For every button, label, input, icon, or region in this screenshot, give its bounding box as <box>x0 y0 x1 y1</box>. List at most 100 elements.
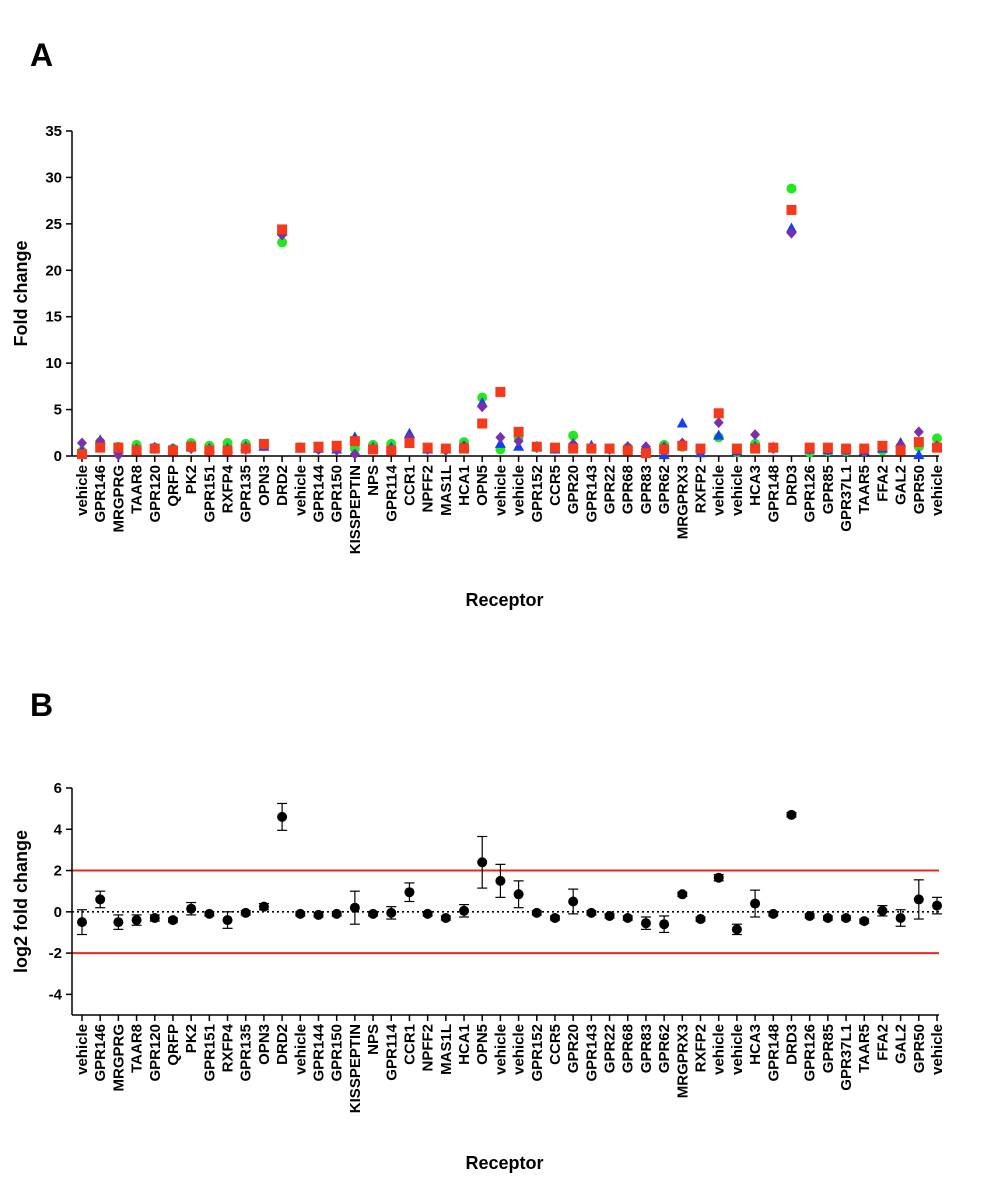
x-tick-label: OPN5 <box>474 1024 491 1065</box>
data-point <box>750 898 761 909</box>
data-point <box>622 445 633 456</box>
data-point <box>913 426 924 438</box>
x-tick-label: vehicle <box>511 465 528 516</box>
data-point <box>258 438 269 449</box>
data-point <box>277 811 288 822</box>
data-point <box>77 437 87 449</box>
data-point <box>422 442 433 453</box>
data-point <box>459 905 470 916</box>
x-tick-label: GPR85 <box>820 1024 837 1073</box>
data-point <box>422 908 433 919</box>
x-tick-label: NPS <box>365 465 382 496</box>
data-point <box>549 442 560 453</box>
data-point <box>768 908 779 919</box>
x-tick-label: GPR152 <box>529 465 546 523</box>
data-point <box>404 887 415 898</box>
data-point <box>404 438 415 448</box>
data-point <box>368 908 379 919</box>
data-point <box>222 915 233 926</box>
data-point <box>131 445 142 456</box>
x-tick-label: GPR143 <box>583 1024 600 1082</box>
data-point <box>677 889 688 900</box>
x-tick-label: GPR146 <box>92 1024 109 1082</box>
x-tick-label: GPR22 <box>602 465 619 514</box>
data-point <box>313 441 324 452</box>
panel-label: A <box>30 37 53 73</box>
x-tick-label: vehicle <box>292 465 309 516</box>
data-point <box>877 905 888 916</box>
x-tick-label: GPR114 <box>383 464 400 521</box>
x-tick-label: CCR1 <box>401 465 418 506</box>
x-tick-label: MAS1L <box>438 465 455 516</box>
data-point <box>750 443 761 454</box>
y-tick-label: 30 <box>45 169 62 186</box>
data-point <box>786 183 797 194</box>
data-point <box>841 913 852 924</box>
x-tick-label: GPR126 <box>802 465 819 523</box>
data-point <box>640 918 651 929</box>
data-point <box>895 445 906 456</box>
x-tick-label: GPR120 <box>147 465 164 523</box>
x-tick-label: vehicle <box>292 1024 309 1075</box>
y-tick-label: 10 <box>45 355 62 372</box>
data-point <box>932 433 942 444</box>
data-point <box>331 908 342 919</box>
x-tick-label: TAAR8 <box>129 1024 146 1073</box>
data-point <box>713 429 725 440</box>
data-point <box>186 441 197 452</box>
x-tick-label: vehicle <box>929 465 946 516</box>
data-point <box>95 442 106 453</box>
data-point <box>495 386 506 397</box>
x-tick-label: GPR22 <box>602 1024 619 1073</box>
x-tick-label: GPR135 <box>238 465 255 523</box>
data-point <box>786 204 797 215</box>
data-point <box>913 894 924 905</box>
x-tick-label: vehicle <box>492 465 509 516</box>
x-tick-label: GPR85 <box>820 465 837 514</box>
data-point <box>258 901 269 912</box>
x-tick-label: GAL2 <box>893 1024 910 1064</box>
data-point <box>695 914 706 925</box>
data-point <box>786 227 797 239</box>
x-tick-label: GPR50 <box>911 1024 928 1073</box>
data-point <box>440 443 451 454</box>
data-point <box>277 237 288 248</box>
data-point <box>240 443 251 454</box>
x-tick-label: GPR152 <box>529 1024 546 1082</box>
data-point <box>895 913 906 924</box>
data-point <box>804 442 815 453</box>
data-point <box>167 445 178 456</box>
x-tick-label: GPR146 <box>92 465 109 523</box>
data-point <box>113 917 124 928</box>
data-point <box>768 442 779 453</box>
x-tick-label: MRGPRX3 <box>674 1024 691 1098</box>
data-point <box>240 907 251 918</box>
x-tick-label: vehicle <box>729 1024 746 1075</box>
data-point <box>495 431 506 443</box>
data-point <box>568 443 579 454</box>
x-tick-label: GPR114 <box>383 1023 400 1080</box>
y-tick-label: 35 <box>45 123 62 140</box>
data-point <box>622 913 633 924</box>
data-point <box>77 917 87 928</box>
x-tick-label: RXFP2 <box>693 1024 710 1072</box>
x-tick-label: DRD2 <box>274 465 291 506</box>
x-tick-label: vehicle <box>492 1024 509 1075</box>
data-point <box>131 915 142 926</box>
y-tick-label: -2 <box>49 945 62 962</box>
x-tick-label: GPR50 <box>911 465 928 514</box>
x-tick-label: GPR151 <box>201 1024 218 1082</box>
data-point <box>440 913 451 924</box>
data-point <box>149 913 160 924</box>
x-tick-label: KISSPEPTIN <box>347 1024 364 1113</box>
x-tick-label: GPR150 <box>329 465 346 523</box>
data-point <box>386 445 397 456</box>
data-point <box>95 894 106 905</box>
data-point <box>459 443 470 454</box>
data-point <box>313 909 324 920</box>
y-tick-label: 4 <box>54 821 63 838</box>
x-tick-label: vehicle <box>929 1024 946 1075</box>
data-point <box>222 445 233 456</box>
x-tick-label: TAAR8 <box>129 465 146 514</box>
